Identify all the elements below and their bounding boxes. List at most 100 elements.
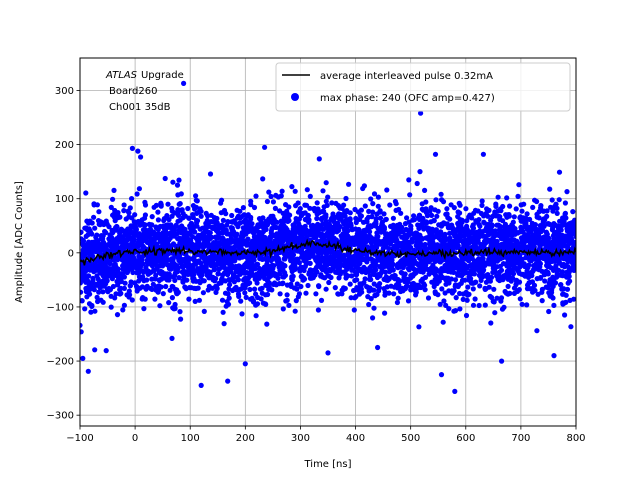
scatter-point [250, 298, 257, 304]
scatter-point [82, 306, 88, 312]
scatter-point [141, 223, 148, 229]
scatter-point [336, 275, 342, 281]
scatter-point [479, 198, 485, 204]
scatter-point [87, 291, 93, 297]
scatter-point [491, 286, 497, 292]
scatter-point [166, 217, 172, 223]
scatter-point [239, 311, 245, 317]
scatter-point [306, 255, 312, 261]
scatter-point [270, 199, 276, 205]
scatter-point [390, 267, 396, 273]
scatter-point-outlier [438, 372, 445, 378]
scatter-point [268, 228, 274, 234]
scatter-point [127, 292, 133, 298]
scatter-point [517, 296, 523, 302]
scatter-point-outlier [262, 144, 268, 150]
scatter-point [265, 291, 271, 298]
scatter-point [152, 296, 158, 302]
scatter-point [407, 192, 413, 198]
scatter-point-outlier [551, 353, 557, 359]
scatter-point [92, 225, 98, 231]
scatter-point [358, 207, 364, 213]
scatter-point [294, 286, 300, 292]
scatter-point [196, 297, 202, 303]
scatter-point [386, 246, 392, 252]
annotation-line-2: Board260 [109, 86, 157, 97]
scatter-point [255, 261, 261, 267]
scatter-point [282, 263, 288, 269]
scatter-point [362, 203, 368, 209]
scatter-point [390, 215, 396, 221]
scatter-point [495, 194, 501, 200]
scatter-point [94, 232, 100, 238]
scatter-point [121, 285, 127, 291]
scatter-point [301, 276, 308, 282]
scatter-point [163, 283, 169, 290]
scatter-point [422, 187, 428, 193]
scatter-point-outlier [242, 361, 248, 367]
scatter-point-outlier [480, 151, 486, 157]
scatter-point [376, 285, 382, 291]
scatter-point [353, 219, 359, 226]
scatter-point [172, 277, 178, 283]
scatter-point [544, 231, 550, 237]
scatter-point-outlier [452, 388, 458, 394]
scatter-point [130, 269, 136, 276]
scatter-point-outlier [556, 169, 563, 175]
scatter-point [545, 271, 551, 277]
scatter-point [305, 282, 311, 289]
scatter-point [131, 237, 137, 243]
scatter-point [207, 230, 213, 236]
scatter-point [371, 305, 377, 311]
scatter-point [348, 222, 354, 228]
scatter-point [108, 304, 114, 310]
scatter-point [259, 285, 265, 291]
scatter-point [519, 301, 525, 307]
scatter-point [498, 298, 504, 304]
scatter-point [247, 286, 253, 293]
scatter-point [486, 207, 492, 213]
scatter-point [524, 302, 530, 308]
scatter-point [198, 213, 204, 219]
x-axis-label: Time [ns] [303, 459, 351, 470]
scatter-point [263, 226, 269, 233]
scatter-point [127, 283, 133, 289]
scatter-point [111, 187, 117, 193]
scatter-point [136, 186, 142, 192]
scatter-point [387, 202, 393, 208]
scatter-point [290, 252, 297, 258]
scatter-point [121, 274, 127, 280]
scatter-point [346, 181, 352, 187]
scatter-point [122, 280, 128, 286]
scatter-point [305, 213, 311, 219]
scatter-point [413, 289, 419, 295]
scatter-point [465, 284, 471, 290]
legend-dot-swatch [291, 93, 299, 101]
scatter-point [531, 282, 538, 288]
scatter-point [306, 217, 312, 223]
scatter-point [88, 309, 94, 315]
scatter-point [398, 210, 404, 216]
scatter-point [221, 321, 227, 327]
scatter-point [556, 197, 562, 203]
scatter-point [423, 199, 429, 205]
scatter-point [114, 312, 121, 318]
scatter-point [86, 273, 92, 279]
scatter-point [353, 215, 359, 222]
y-tick-label: −100 [47, 302, 74, 313]
scatter-point [422, 282, 428, 288]
x-tick-label: 700 [511, 433, 530, 444]
scatter-point [252, 286, 258, 292]
scatter-point [115, 266, 121, 272]
scatter-point [164, 213, 170, 219]
scatter-point [129, 196, 135, 202]
scatter-point [395, 295, 401, 301]
scatter-point [375, 233, 381, 239]
scatter-point [482, 302, 488, 308]
scatter-point [192, 298, 198, 304]
scatter-point [96, 209, 102, 215]
scatter-point [238, 298, 244, 304]
scatter-point [100, 299, 106, 305]
scatter-point [186, 215, 192, 221]
scatter-point [382, 310, 388, 316]
